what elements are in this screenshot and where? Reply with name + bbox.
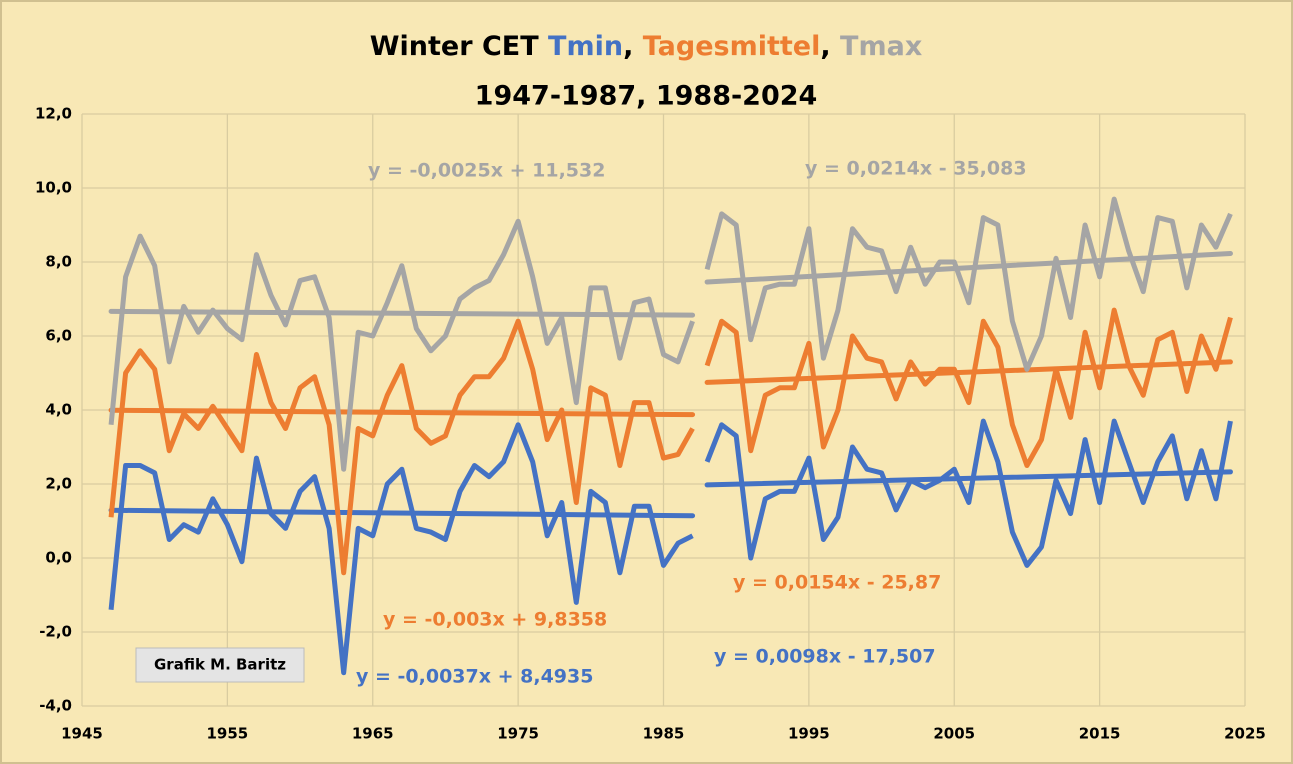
trend-equation: y = -0,0025x + 11,532: [368, 160, 605, 182]
data-line: [704, 307, 1233, 468]
x-tick-label: 2025: [1224, 725, 1266, 743]
x-tick-label: 1955: [207, 725, 249, 743]
title-series-name: Tmin: [548, 31, 623, 62]
chart-title: Winter CET Tmin, Tagesmittel, Tmax: [370, 31, 922, 62]
annotation-box: [135, 647, 305, 683]
title-separator: [539, 31, 548, 62]
chart-subtitle: 1947-1987, 1988-2024: [475, 81, 818, 112]
trend-equation: y = 0,0098x - 17,507: [714, 646, 936, 668]
x-tick-label: 1995: [788, 725, 830, 743]
trend-line: [108, 407, 696, 418]
y-tick-label: 6,0: [45, 327, 72, 345]
data-line: [704, 196, 1233, 372]
x-tick-label: 2015: [1079, 725, 1121, 743]
trend-equation: y = 0,0154x - 25,87: [733, 572, 941, 594]
x-tick-label: 1965: [352, 725, 394, 743]
data-line: [108, 218, 695, 472]
data-line: [108, 318, 695, 576]
title-separator: ,: [820, 31, 840, 62]
y-tick-label: 0,0: [45, 549, 72, 567]
title-text: Winter CET: [370, 31, 539, 62]
trend-line: [704, 469, 1233, 488]
trend-line: [108, 507, 696, 519]
trend-equation: y = -0,003x + 9,8358: [383, 609, 607, 631]
title-series-name: Tagesmittel: [643, 31, 821, 62]
data-line: [704, 418, 1233, 568]
x-tick-label: 1945: [61, 725, 103, 743]
trend-equation: y = -0,0037x + 8,4935: [356, 666, 593, 688]
trend-equation: y = 0,0214x - 35,083: [805, 158, 1027, 180]
y-tick-label: 4,0: [45, 401, 72, 419]
y-tick-label: -2,0: [39, 623, 72, 641]
y-tick-label: 2,0: [45, 475, 72, 493]
title-series-name: Tmax: [840, 31, 922, 62]
y-tick-label: 12,0: [35, 105, 72, 123]
y-tick-label: 10,0: [35, 179, 72, 197]
annotation: Grafik M. Baritz: [154, 656, 286, 674]
trend-line: [704, 359, 1233, 385]
y-tick-label: -4,0: [39, 697, 72, 715]
x-tick-label: 1985: [643, 725, 685, 743]
x-tick-label: 1975: [497, 725, 539, 743]
trend-line: [704, 250, 1233, 285]
y-tick-label: 8,0: [45, 253, 72, 271]
title-separator: ,: [623, 31, 643, 62]
trend-line: [108, 308, 696, 318]
x-tick-label: 2005: [933, 725, 975, 743]
